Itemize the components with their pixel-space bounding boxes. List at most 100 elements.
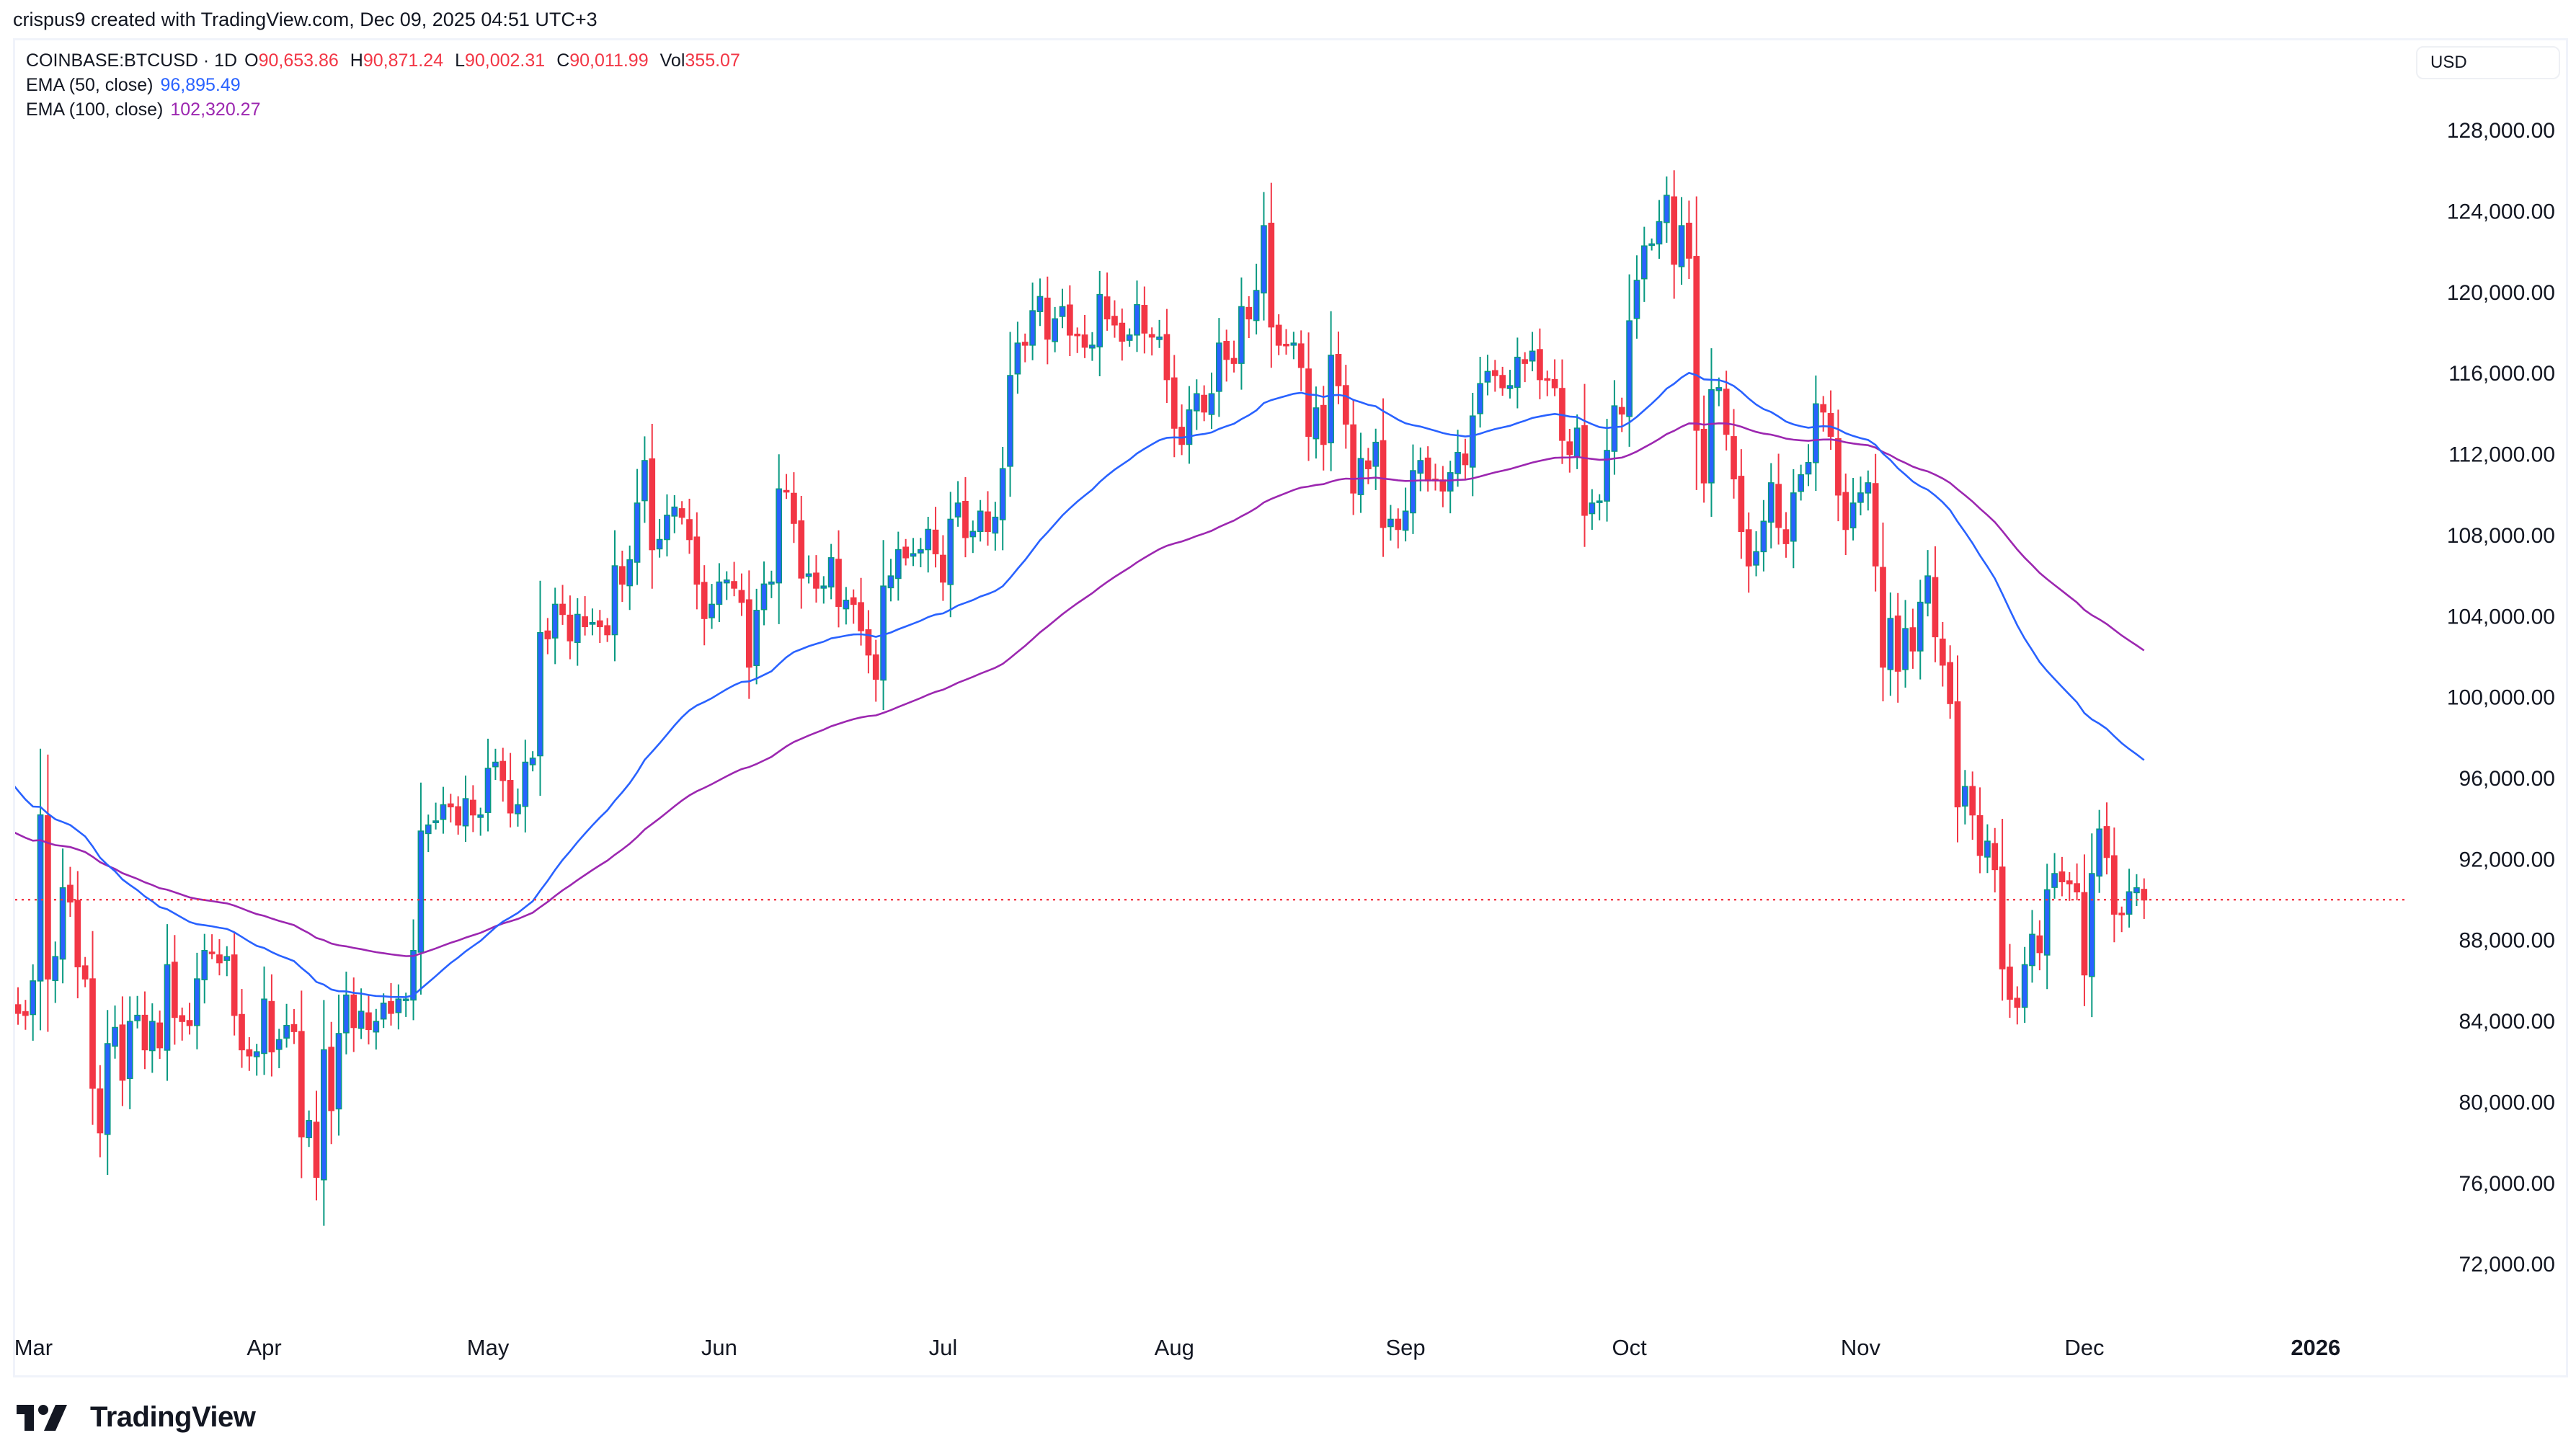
candle-up [1313, 386, 1320, 459]
ema-50-legend[interactable]: EMA (50, close) 96,895.49 [26, 75, 248, 96]
price-tick-label: 80,000.00 [2459, 1091, 2555, 1114]
candle-up [1678, 197, 1685, 285]
candle-down [1842, 474, 1849, 556]
candle-up [2133, 874, 2140, 906]
price-tick-label: 128,000.00 [2447, 119, 2555, 143]
ema-100-legend[interactable]: EMA (100, close) 102,320.27 [26, 99, 267, 120]
candle-up [2126, 869, 2133, 928]
candle-down [1067, 285, 1073, 357]
candle-up [894, 531, 902, 601]
candle-up [1805, 444, 1812, 487]
candle-down [97, 1065, 104, 1158]
price-tick-label: 92,000.00 [2459, 848, 2555, 871]
candle-up [843, 587, 850, 625]
time-axis[interactable]: Mar Apr May Jun Jul Aug Sep Oct Nov Dec 2026 [14, 1335, 2341, 1360]
candle-up [1253, 263, 1260, 334]
candle-up [1387, 505, 1394, 541]
candle-down [81, 956, 89, 987]
candle-down [1103, 272, 1111, 331]
candle-down [1835, 409, 1842, 522]
candle-down [813, 555, 820, 603]
candle-down [1462, 438, 1469, 480]
candle-down [1827, 390, 1834, 450]
candle-down [186, 1003, 193, 1035]
price-tick-label: 84,000.00 [2459, 1010, 2555, 1034]
candle-up [395, 984, 402, 1030]
candle-down [865, 610, 872, 674]
candle-up [37, 748, 44, 1031]
candle-down [1171, 355, 1178, 458]
candle-down [1141, 286, 1148, 354]
candle-up [1156, 319, 1163, 348]
candle-up [462, 775, 469, 843]
candle-down [2141, 878, 2148, 919]
candle-up [1477, 357, 1483, 428]
symbol-label[interactable]: COINBASE:BTCUSD · 1D [26, 50, 238, 71]
time-tick-label: Nov [1841, 1335, 1881, 1360]
candle-down [328, 1021, 335, 1145]
candle-down [208, 934, 216, 959]
candle-up [1290, 332, 1297, 360]
candle-down [1559, 359, 1565, 464]
candle-up [1664, 176, 1670, 243]
volume-value: 355.07 [685, 50, 740, 71]
tradingview-logo-icon [17, 1404, 67, 1431]
candle-down [246, 1036, 253, 1071]
candle-down [1432, 463, 1439, 491]
candle-down [179, 1007, 186, 1041]
candle-up [194, 952, 200, 1049]
candle-down [1350, 399, 1357, 515]
candle-down [22, 1000, 29, 1030]
candle-down [2036, 920, 2043, 971]
candle-up [918, 538, 924, 568]
price-tick-label: 116,000.00 [2448, 362, 2555, 386]
candle-up [1984, 824, 1991, 874]
candle-down [1932, 546, 1939, 662]
ema-100-value: 102,320.27 [170, 99, 261, 120]
candle-down [74, 871, 81, 999]
time-tick-label: May [467, 1335, 510, 1360]
candle-down [1731, 409, 1737, 499]
tradingview-logo[interactable]: TradingView [17, 1401, 256, 1434]
candle-down [985, 491, 991, 546]
candle-down [1163, 308, 1171, 404]
price-tick-label: 100,000.00 [2447, 686, 2555, 710]
price-axis[interactable]: 128,000.00 124,000.00 120,000.00 116,000.00… [2447, 119, 2555, 1277]
candle-up [1767, 463, 1775, 549]
candle-down [1954, 655, 1961, 843]
candle-up [112, 1005, 118, 1059]
candle-up [164, 924, 171, 1081]
candle-up [1917, 580, 1924, 680]
price-tick-label: 120,000.00 [2447, 281, 2555, 305]
candle-up [1410, 444, 1416, 534]
candle-down [15, 987, 22, 1025]
candle-up [1238, 278, 1245, 390]
candle-down [239, 989, 245, 1068]
candle-down [783, 474, 790, 500]
candle-down [902, 538, 910, 566]
candle-up [417, 782, 425, 995]
candle-up [1357, 432, 1364, 513]
candle-down [1305, 332, 1312, 461]
candle-up [1573, 414, 1581, 469]
candle-down [686, 498, 693, 554]
candle-down [1551, 359, 1558, 396]
time-tick-label: 2026 [2291, 1335, 2340, 1360]
candle-up [1813, 375, 1819, 491]
candle-up [261, 966, 267, 1075]
high-value: 90,871.24 [363, 50, 444, 71]
candle-down [172, 935, 178, 1045]
candle-up [126, 996, 133, 1109]
candle-down [1782, 512, 1790, 558]
candle-up [1589, 489, 1596, 531]
candle-up [768, 570, 775, 598]
price-tick-label: 76,000.00 [2459, 1172, 2555, 1196]
candle-up [925, 517, 932, 573]
candle-down [156, 1011, 164, 1060]
candle-down [1342, 365, 1349, 449]
currency-button[interactable]: USD [2416, 46, 2560, 79]
candle-down [1268, 182, 1275, 368]
candle-down [850, 589, 857, 624]
candle-down [604, 618, 610, 642]
